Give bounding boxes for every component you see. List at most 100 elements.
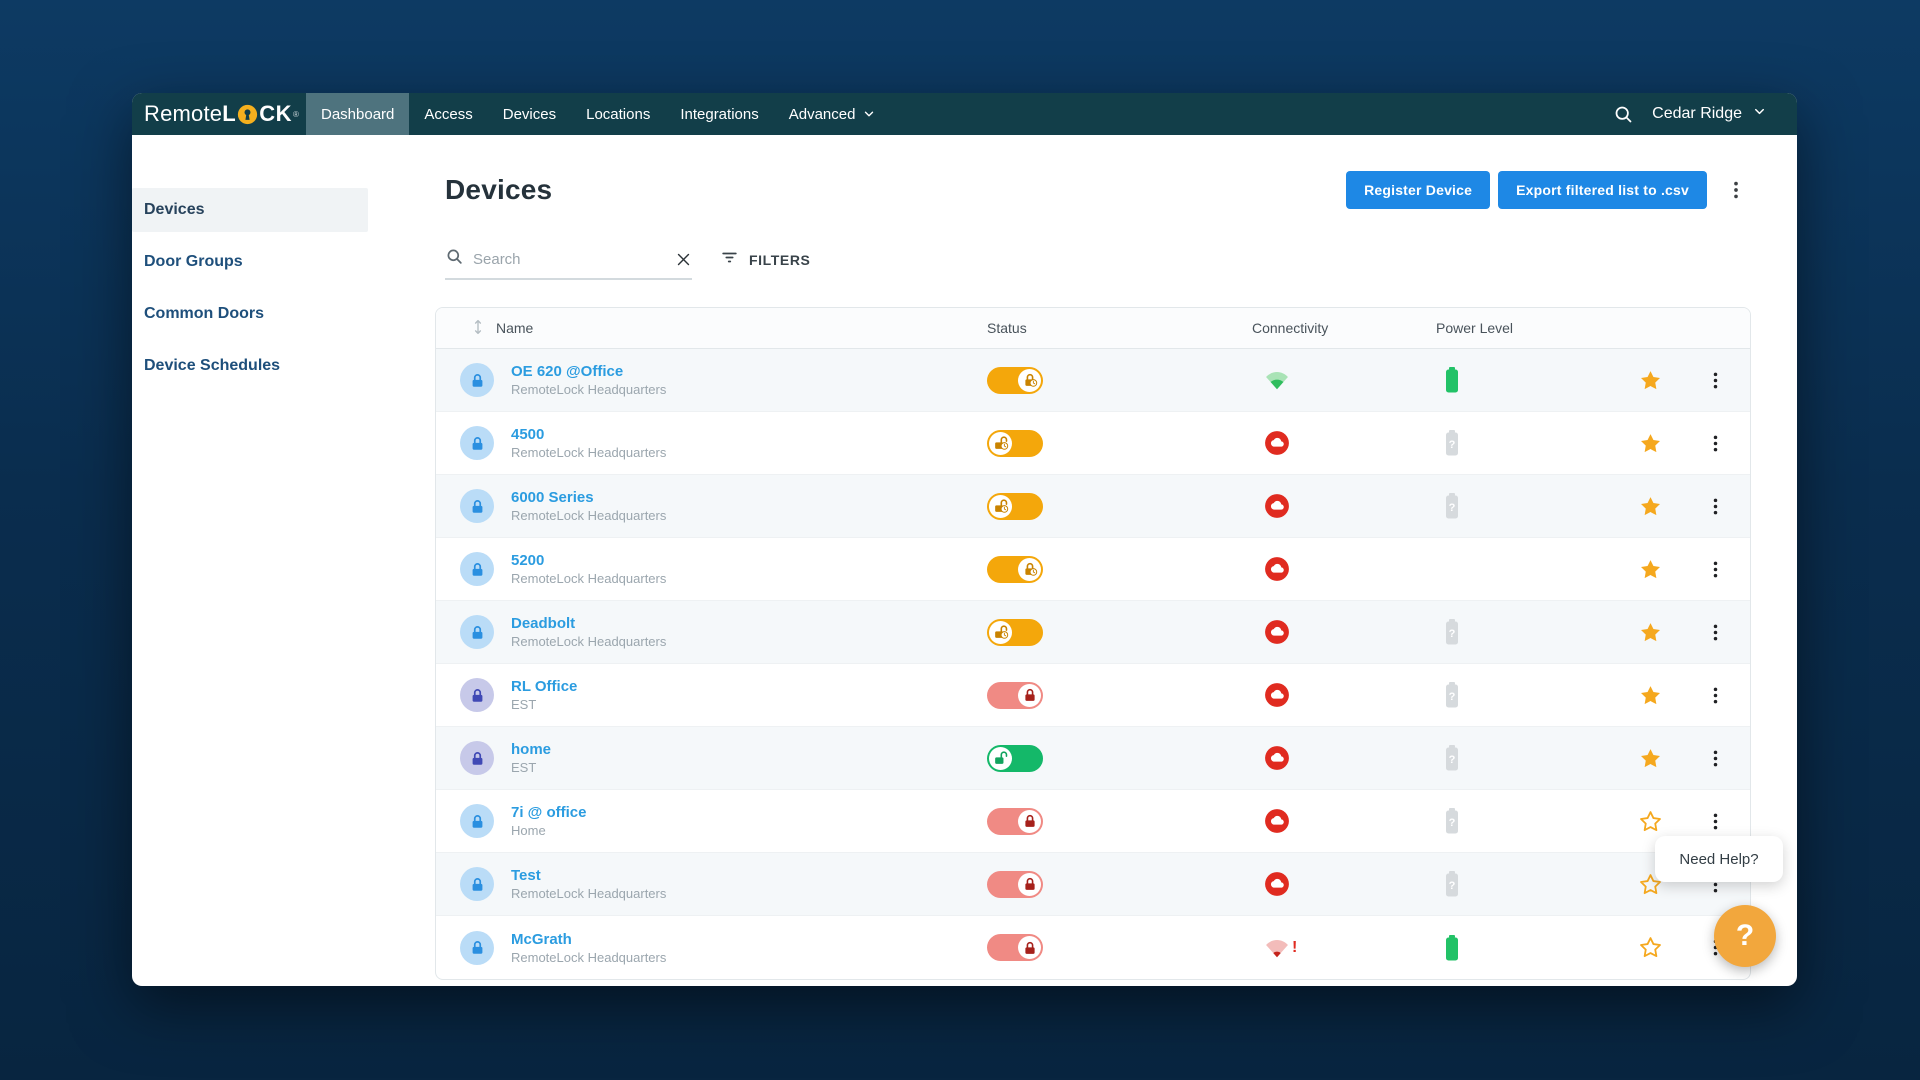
row-menu-cell <box>1679 746 1751 771</box>
lock-toggle-unlock-clock[interactable] <box>987 430 1043 457</box>
nav-item-devices[interactable]: Devices <box>488 93 571 135</box>
account-selector[interactable]: Cedar Ridge <box>1652 104 1767 124</box>
sidebar-item-common-doors[interactable]: Common Doors <box>132 292 368 336</box>
device-name-link[interactable]: 5200 <box>511 552 666 569</box>
battery-unknown-icon: ? <box>1444 493 1460 519</box>
device-avatar <box>460 867 494 901</box>
filters-button[interactable]: FILTERS <box>720 248 811 280</box>
clear-search-icon[interactable] <box>675 251 692 268</box>
favorite-cell <box>1621 556 1679 583</box>
device-name-link[interactable]: McGrath <box>511 931 666 948</box>
nav-item-locations[interactable]: Locations <box>571 93 665 135</box>
connectivity-cell <box>1252 871 1436 897</box>
favorite-star-filled-icon[interactable] <box>1637 745 1664 772</box>
lock-toggle-unlock[interactable] <box>987 745 1043 772</box>
search-box <box>445 247 692 280</box>
row-menu-button[interactable] <box>1703 809 1728 834</box>
nav-item-advanced[interactable]: Advanced <box>774 93 892 135</box>
device-avatar <box>460 741 494 775</box>
device-name-link[interactable]: Deadbolt <box>511 615 666 632</box>
favorite-star-filled-icon[interactable] <box>1637 682 1664 709</box>
lock-icon <box>1018 684 1041 707</box>
device-location: RemoteLock Headquarters <box>511 508 666 523</box>
lock-toggle-lock[interactable] <box>987 682 1043 709</box>
magnifier-icon <box>445 247 464 271</box>
page-menu-button[interactable] <box>1721 175 1751 205</box>
device-name-link[interactable]: RL Office <box>511 678 577 695</box>
status-cell <box>987 871 1252 898</box>
favorite-star-filled-icon[interactable] <box>1637 556 1664 583</box>
device-name-link[interactable]: OE 620 @Office <box>511 363 666 380</box>
column-header-name[interactable]: Name <box>496 320 533 336</box>
register-device-button[interactable]: Register Device <box>1346 171 1490 209</box>
table-row: 6000 Series RemoteLock Headquarters? <box>436 475 1750 538</box>
sidebar-item-device-schedules[interactable]: Device Schedules <box>132 344 368 388</box>
lock-o-icon <box>237 104 258 125</box>
row-menu-button[interactable] <box>1703 746 1728 771</box>
device-name-link[interactable]: 7i @ office <box>511 804 586 821</box>
favorite-star-outline-icon[interactable] <box>1637 808 1664 835</box>
sort-icon[interactable] <box>469 318 487 339</box>
row-menu-button[interactable] <box>1703 620 1728 645</box>
connectivity-cell: ! <box>1252 937 1436 959</box>
nav-item-dashboard[interactable]: Dashboard <box>306 93 409 135</box>
lock-icon <box>469 813 486 830</box>
favorite-star-filled-icon[interactable] <box>1637 367 1664 394</box>
sidebar-item-label: Device Schedules <box>144 357 280 375</box>
nav-item-access[interactable]: Access <box>409 93 487 135</box>
device-name-link[interactable]: 6000 Series <box>511 489 666 506</box>
device-name-link[interactable]: Test <box>511 867 666 884</box>
row-menu-button[interactable] <box>1703 494 1728 519</box>
nav-item-label: Devices <box>503 106 556 123</box>
favorite-star-filled-icon[interactable] <box>1637 619 1664 646</box>
search-input[interactable] <box>473 251 666 268</box>
lock-toggle-lock[interactable] <box>987 934 1043 961</box>
lock-toggle-lock-clock[interactable] <box>987 556 1043 583</box>
lock-toggle-lock[interactable] <box>987 871 1043 898</box>
lock-toggle-unlock-clock[interactable] <box>987 619 1043 646</box>
lock-toggle-lock[interactable] <box>987 808 1043 835</box>
power-cell <box>1436 367 1621 393</box>
device-location: RemoteLock Headquarters <box>511 950 666 965</box>
offline-cloud-icon <box>1264 556 1290 582</box>
table-row: RL OfficeEST? <box>436 664 1750 727</box>
favorite-star-filled-icon[interactable] <box>1637 493 1664 520</box>
help-button[interactable]: ? <box>1714 905 1776 967</box>
offline-cloud-icon <box>1264 619 1290 645</box>
sidebar-item-devices[interactable]: Devices <box>132 188 368 232</box>
device-avatar <box>460 931 494 965</box>
table-row: 5200RemoteLock Headquarters <box>436 538 1750 601</box>
device-location: RemoteLock Headquarters <box>511 634 666 649</box>
row-menu-cell <box>1679 809 1751 834</box>
favorite-star-filled-icon[interactable] <box>1637 430 1664 457</box>
connectivity-cell <box>1252 745 1436 771</box>
device-name-link[interactable]: 4500 <box>511 426 666 443</box>
lock-toggle-lock-clock[interactable] <box>987 367 1043 394</box>
device-avatar <box>460 678 494 712</box>
device-name-cell: 4500RemoteLock Headquarters <box>436 426 987 460</box>
connectivity-cell <box>1252 369 1436 391</box>
remotelock-logo[interactable]: RemoteLCK® <box>132 93 306 135</box>
logo-text-ck: CK <box>259 101 292 127</box>
status-cell <box>987 745 1252 772</box>
row-menu-button[interactable] <box>1703 683 1728 708</box>
nav-item-integrations[interactable]: Integrations <box>665 93 773 135</box>
app-window: RemoteLCK® DashboardAccess Devices Locatio… <box>132 93 1797 986</box>
device-name-cell: McGrath RemoteLock Headquarters <box>436 931 987 965</box>
row-menu-button[interactable] <box>1703 431 1728 456</box>
favorite-star-outline-icon[interactable] <box>1637 934 1664 961</box>
lock-icon <box>469 624 486 641</box>
search-icon[interactable] <box>1613 104 1634 125</box>
row-menu-button[interactable] <box>1703 557 1728 582</box>
sidebar-item-door-groups[interactable]: Door Groups <box>132 240 368 284</box>
status-cell <box>987 619 1252 646</box>
device-avatar <box>460 552 494 586</box>
row-menu-button[interactable] <box>1703 368 1728 393</box>
device-avatar <box>460 363 494 397</box>
lock-toggle-unlock-clock[interactable] <box>987 493 1043 520</box>
device-name-link[interactable]: home <box>511 741 551 758</box>
export-csv-button[interactable]: Export filtered list to .csv <box>1498 171 1707 209</box>
row-menu-cell <box>1679 620 1751 645</box>
device-avatar <box>460 426 494 460</box>
lock-icon <box>469 372 486 389</box>
